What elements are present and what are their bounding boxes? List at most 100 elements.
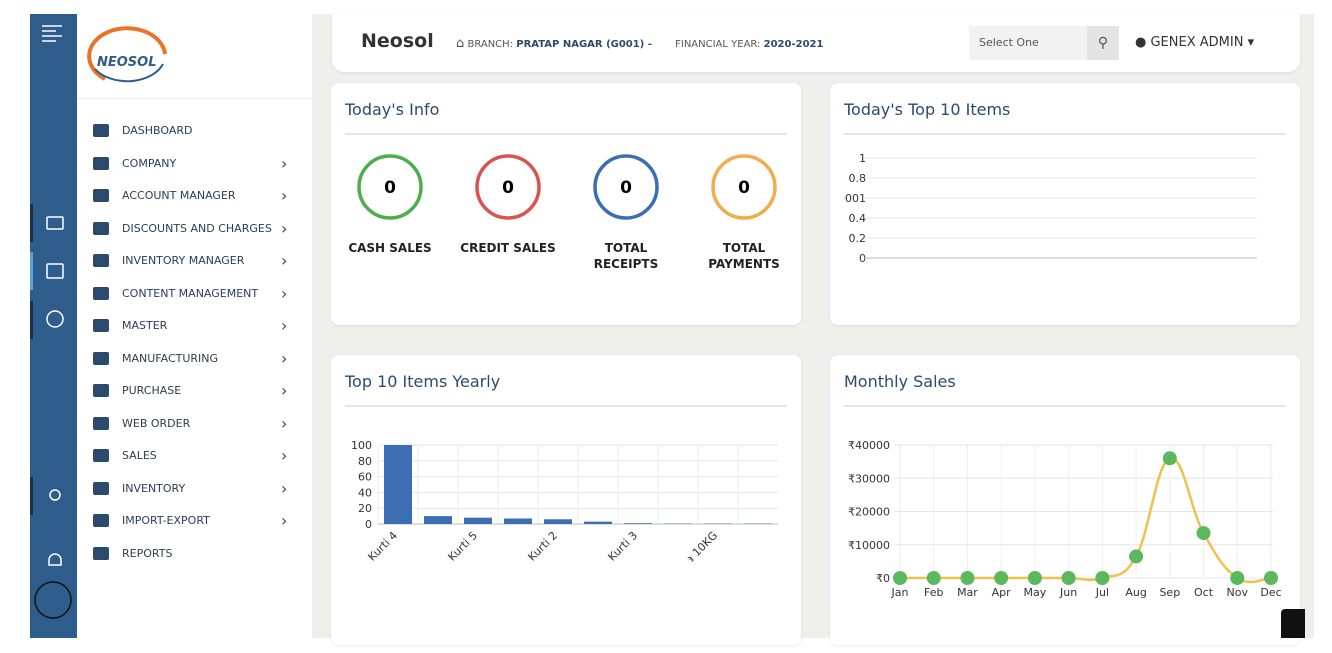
menu-item[interactable]: MANUFACTURING › xyxy=(93,349,287,368)
chevron: › xyxy=(281,348,288,368)
user-name: GENEX ADMIN xyxy=(1150,35,1244,50)
x-tick-label: Jun xyxy=(1059,586,1077,599)
sidebar: NEOSOL DASHBOARD COMPANY › ACCOUNT MANAGER ›… xyxy=(77,14,313,638)
menu-item[interactable]: DISCOUNTS AND CHARGES › xyxy=(93,219,287,238)
chevron: › xyxy=(281,381,288,400)
nav-icon[interactable] xyxy=(46,263,64,279)
chart: 0 20 40 60 80 100 Kurti 4 Kurti 5 Kurti 2 Kurti 3… xyxy=(351,439,778,618)
menu-item[interactable]: DASHBOARD xyxy=(93,124,193,137)
chevron: › xyxy=(281,478,288,498)
menu-label: WEB ORDER xyxy=(122,416,191,430)
chart: 0 0.2 0.4 0.6000000000000001 0.8 1 xyxy=(830,152,1257,265)
tool-button[interactable] xyxy=(1281,609,1305,638)
chevron: › xyxy=(281,218,288,238)
sales-point xyxy=(1230,571,1245,585)
menu-item[interactable]: PURCHASE › xyxy=(93,381,287,400)
y-tick-label: 40 xyxy=(358,486,372,499)
menu-icon xyxy=(93,286,109,300)
avatar[interactable] xyxy=(34,581,72,619)
logo: NEOSOL xyxy=(87,26,167,83)
y-tick-label: 100 xyxy=(351,439,372,452)
y-tick-label: 0.4 xyxy=(849,212,867,225)
stat-label: CASH SALES xyxy=(348,241,431,255)
menu-item[interactable]: COMPANY › xyxy=(93,154,287,173)
menu-label: ACCOUNT MANAGER xyxy=(122,189,236,202)
nav-icon[interactable] xyxy=(48,553,62,566)
sales-point xyxy=(1027,571,1042,585)
chevron: › xyxy=(281,413,288,433)
nav-icon[interactable] xyxy=(46,216,64,230)
menu-label: SALES xyxy=(122,449,157,462)
x-tick-label: Apr xyxy=(992,586,1012,599)
x-tick-label: Aug xyxy=(1125,586,1146,599)
x-tick-label: Feb xyxy=(924,586,943,599)
x-tick-label: Jan xyxy=(891,586,909,599)
branch: PRATAP NAGAR (G001) - xyxy=(516,39,652,50)
x-tick-label: Dec xyxy=(1260,586,1281,599)
hamburger[interactable] xyxy=(42,25,62,42)
y-tick-label: 0.6000000000000001 xyxy=(830,192,866,205)
card-title: Today's Info xyxy=(345,100,440,119)
menu-icon xyxy=(93,416,109,430)
menu-icon xyxy=(93,384,109,397)
stat-value: 0 xyxy=(738,178,750,198)
y-tick-label: 0.8 xyxy=(849,172,867,185)
stat-ring xyxy=(475,154,541,220)
y-tick-label: 1 xyxy=(859,152,866,165)
x-tick-label: Mar xyxy=(957,586,978,599)
menu-icon xyxy=(93,481,109,495)
chevron: › xyxy=(281,153,288,173)
stat-label: TOTAL PAYMENTS xyxy=(708,241,780,271)
y-tick-label: ₹10000 xyxy=(848,539,890,552)
menu-item[interactable]: IMPORT-EXPORT › xyxy=(93,511,287,530)
bar xyxy=(624,523,652,524)
chevron: › xyxy=(281,186,288,205)
sales-line xyxy=(899,457,1272,584)
nav-icon[interactable] xyxy=(49,489,61,501)
menu-item[interactable]: MASTER › xyxy=(93,316,287,335)
todays-top10-card: Today's Top 10 Items 0 0.2 0.4 0.6000000000… xyxy=(830,83,1300,325)
menu-label: MANUFACTURING xyxy=(122,351,219,365)
brand: Neosol xyxy=(361,30,434,52)
header-bar: Neosol ⌂ BRANCH: PRATAP NAGAR (G001) - F… xyxy=(332,14,1300,72)
menu-item[interactable]: CONTENT MANAGEMENT › xyxy=(93,284,287,303)
y-tick-label: 80 xyxy=(358,455,372,468)
y-tick-label: 0 xyxy=(365,518,372,531)
menu-label: DISCOUNTS AND CHARGES xyxy=(122,221,272,235)
x-tick-label: Kurti 3 xyxy=(605,529,640,564)
sales-point xyxy=(1264,571,1278,585)
menu-item[interactable]: SALES › xyxy=(93,446,287,465)
stat-value: 0 xyxy=(384,178,396,198)
menu-item[interactable]: WEB ORDER › xyxy=(93,414,287,433)
menu-item[interactable]: INVENTORY › xyxy=(93,479,287,498)
chart: 0 CASH SALES 0 CREDIT SALES 0 TOTAL RECEIPTS 0 T… xyxy=(348,154,780,271)
y-tick-label: 0.2 xyxy=(849,232,867,245)
sales-point xyxy=(926,571,941,585)
nav-icon[interactable] xyxy=(46,310,64,328)
menu-icon xyxy=(93,156,109,170)
y-tick-label: ₹0 xyxy=(876,572,890,585)
menu-item[interactable]: INVENTORY MANAGER › xyxy=(93,251,287,270)
chevron: › xyxy=(281,251,288,270)
menu-item[interactable]: ACCOUNT MANAGER › xyxy=(93,186,287,205)
branch-select[interactable]: Select One xyxy=(969,26,1087,60)
x-tick-label: May xyxy=(1024,586,1047,599)
logo-text: NEOSOL xyxy=(97,55,157,70)
x-tick-label: Nov xyxy=(1227,586,1249,599)
menu-icon xyxy=(93,319,109,332)
menu-label: COMPANY xyxy=(122,156,177,170)
sales-point xyxy=(1095,571,1110,585)
chevron: › xyxy=(281,316,288,335)
sales-point xyxy=(1061,571,1076,585)
stat-label: CREDIT SALES xyxy=(460,241,555,255)
search-button[interactable]: ⚲ xyxy=(1087,26,1119,60)
x-tick-label: Kurti 2 xyxy=(525,529,560,564)
menu-label: PURCHASE xyxy=(122,384,182,397)
menu-item[interactable]: REPORTS xyxy=(93,546,172,560)
stat-label: TOTAL RECEIPTS xyxy=(594,241,659,271)
menu-icon xyxy=(93,254,109,267)
stat-value: 0 xyxy=(502,178,514,198)
user-menu[interactable]: ● GENEX ADMIN ▾ xyxy=(1135,35,1255,50)
bar xyxy=(384,445,412,524)
y-tick-label: 20 xyxy=(358,502,372,515)
